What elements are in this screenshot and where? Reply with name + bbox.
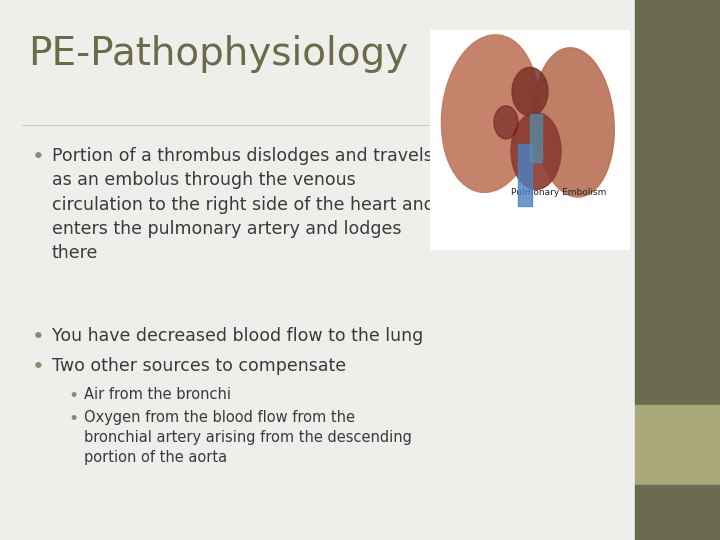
Bar xyxy=(635,485,720,540)
Text: Oxygen from the blood flow from the
bronchial artery arising from the descending: Oxygen from the blood flow from the bron… xyxy=(84,410,412,464)
Text: •: • xyxy=(32,327,45,347)
Text: •: • xyxy=(32,357,45,377)
Ellipse shape xyxy=(494,106,518,139)
Text: •: • xyxy=(32,147,45,167)
Text: Air from the bronchi: Air from the bronchi xyxy=(84,387,231,402)
Text: Pulmonary Embolism: Pulmonary Embolism xyxy=(510,188,606,198)
Text: PE-Pathophysiology: PE-Pathophysiology xyxy=(28,35,408,73)
Text: Portion of a thrombus dislodges and travels
as an embolus through the venous
cir: Portion of a thrombus dislodges and trav… xyxy=(52,147,435,262)
Text: You have decreased blood flow to the lung: You have decreased blood flow to the lun… xyxy=(52,327,423,345)
Text: •: • xyxy=(68,387,78,405)
Bar xyxy=(635,0,720,405)
Ellipse shape xyxy=(534,48,614,197)
Text: •: • xyxy=(68,410,78,428)
Bar xyxy=(635,405,720,485)
Ellipse shape xyxy=(511,112,561,190)
Ellipse shape xyxy=(441,35,539,192)
Ellipse shape xyxy=(512,68,548,116)
Bar xyxy=(518,144,532,206)
Bar xyxy=(530,113,542,162)
Text: Two other sources to compensate: Two other sources to compensate xyxy=(52,357,346,375)
